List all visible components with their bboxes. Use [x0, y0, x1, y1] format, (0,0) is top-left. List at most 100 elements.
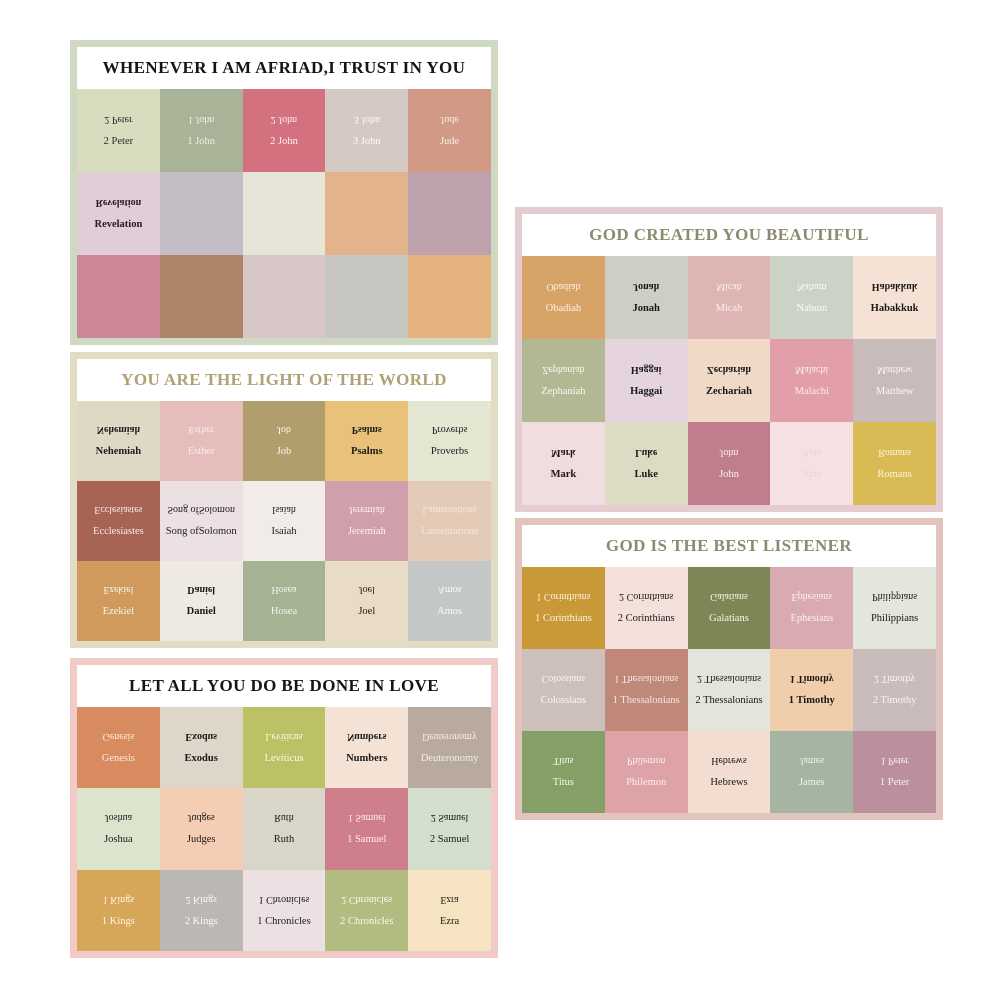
book-cell[interactable]: Deuteronomy Deuteronomy [408, 707, 491, 789]
book-cell[interactable]: Revelation Revelation [77, 172, 160, 255]
color-cell[interactable] [77, 255, 160, 338]
book-cell[interactable]: Genesis Genesis [77, 707, 160, 789]
book-cell[interactable]: Lamentations Lamentations [408, 481, 491, 561]
color-cell[interactable] [159, 255, 243, 338]
book-cell[interactable]: 2 John 2 John [242, 89, 326, 172]
book-cell[interactable]: Job Job [242, 401, 326, 481]
book-label-mirrored: Obadiah [546, 280, 581, 292]
book-cell[interactable]: 2 Timothy 2 Timothy [853, 649, 936, 731]
book-grid: 2 Peter 2 Peter 1 John 1 John 2 John 2 John 3 … [77, 89, 491, 338]
book-label-mirrored: Amos [437, 584, 462, 596]
book-label: Nehemiah [95, 446, 142, 458]
color-cell[interactable] [159, 172, 243, 255]
book-cell[interactable]: 1 John 1 John [159, 89, 243, 172]
book-label-mirrored: Ephesians [791, 591, 833, 603]
book-cell[interactable]: Jude Jude [408, 89, 491, 172]
book-cell[interactable]: Ephesians Ephesians [770, 567, 854, 649]
color-cell[interactable] [242, 172, 326, 255]
book-cell[interactable]: Zechariah Zechariah [687, 339, 771, 422]
book-cell[interactable]: Exodus Exodus [159, 707, 243, 789]
book-label-mirrored: Habakkuk [871, 280, 918, 292]
book-cell[interactable]: Ezra Ezra [408, 869, 491, 951]
book-cell[interactable]: 1 Samuel 1 Samuel [325, 788, 409, 870]
book-cell[interactable]: 1 Peter 1 Peter [853, 731, 936, 813]
color-cell[interactable] [408, 255, 491, 338]
book-cell[interactable]: Ezekiel Ezekiel [77, 561, 160, 641]
book-cell[interactable]: Nehemiah Nehemiah [77, 401, 160, 481]
book-cell[interactable]: 1 Thessalonians 1 Thessalonians [604, 649, 688, 731]
color-cell[interactable] [325, 255, 409, 338]
book-cell[interactable]: James James [770, 731, 854, 813]
book-cell[interactable]: 1 Kings 1 Kings [77, 869, 160, 951]
book-cell[interactable]: Micah Micah [687, 256, 771, 339]
book-cell[interactable]: Ruth Ruth [242, 788, 326, 870]
book-cell[interactable]: Esther Esther [159, 401, 243, 481]
book-label-mirrored: Hosea [271, 584, 297, 596]
book-cell[interactable]: Malachi Malachi [770, 339, 854, 422]
book-cell[interactable]: Ecclesiastes Ecclesiastes [77, 481, 160, 561]
book-label-mirrored: 2 Corinthians [619, 591, 674, 603]
book-cell[interactable]: Habakkuk Habakkuk [853, 256, 936, 339]
book-cell[interactable]: Mark Mark [522, 422, 605, 505]
book-cell[interactable]: Acts Acts [770, 422, 854, 505]
panel-let-all-you-do: LET ALL YOU DO BE DONE IN LOVE Genesis Gen… [70, 658, 498, 958]
color-cell[interactable] [408, 172, 491, 255]
book-cell[interactable]: Zephaniah Zephaniah [522, 339, 605, 422]
book-cell[interactable]: John John [687, 422, 771, 505]
color-cell[interactable] [325, 172, 409, 255]
book-cell[interactable]: Titus Titus [522, 731, 605, 813]
book-cell[interactable]: Hebrews Hebrews [687, 731, 771, 813]
book-cell[interactable]: Matthew Matthew [853, 339, 936, 422]
book-cell[interactable]: Philemon Philemon [604, 731, 688, 813]
book-label-mirrored: 1 Timothy [789, 673, 834, 685]
book-label: Philippians [870, 613, 919, 625]
book-cell[interactable]: Amos Amos [408, 561, 491, 641]
book-cell[interactable]: Leviticus Leviticus [242, 707, 326, 789]
book-cell[interactable]: Nahum Nahum [770, 256, 854, 339]
book-cell[interactable]: 2 Kings 2 Kings [159, 869, 243, 951]
book-label-mirrored: Job [277, 424, 291, 436]
book-cell[interactable]: 2 Corinthians 2 Corinthians [604, 567, 688, 649]
book-label-mirrored: Philippians [872, 591, 918, 603]
book-label: Nahum [796, 302, 828, 314]
book-cell[interactable]: Colossians Colossians [522, 649, 605, 731]
book-label: Colossians [540, 695, 587, 707]
book-cell[interactable]: Romans Romans [853, 422, 936, 505]
book-label-mirrored: 1 Peter [880, 755, 909, 767]
book-label-mirrored: 1 Samuel [348, 812, 386, 824]
book-cell[interactable]: 2 Peter 2 Peter [77, 89, 160, 172]
book-label-mirrored: 2 Samuel [430, 812, 469, 824]
book-cell[interactable]: Proverbs Proverbs [408, 401, 491, 481]
book-cell[interactable]: 2 Thessalonians 2 Thessalonians [687, 649, 771, 731]
book-label-mirrored: Nahum [797, 280, 827, 292]
book-cell[interactable]: 2 Samuel 2 Samuel [408, 788, 491, 870]
book-cell[interactable]: 1 Timothy 1 Timothy [770, 649, 854, 731]
book-cell[interactable]: Judges Judges [159, 788, 243, 870]
book-cell[interactable]: Isaiah Isaiah [242, 481, 326, 561]
book-cell[interactable]: Galatians Galatians [687, 567, 771, 649]
book-label: Titus [552, 777, 574, 789]
book-cell[interactable]: 1 Corinthians 1 Corinthians [522, 567, 605, 649]
book-cell[interactable]: Luke Luke [604, 422, 688, 505]
book-cell[interactable]: Psalms Psalms [325, 401, 409, 481]
book-label-mirrored: 2 Kings [185, 893, 217, 905]
book-cell[interactable]: 3 John 3 John [325, 89, 409, 172]
book-cell[interactable]: 1 Chronicles 1 Chronicles [242, 869, 326, 951]
book-label: 1 Peter [879, 777, 910, 789]
book-cell[interactable]: Joel Joel [325, 561, 409, 641]
book-cell[interactable]: Song ofSolomon Song ofSolomon [159, 481, 243, 561]
color-cell[interactable] [242, 255, 326, 338]
book-cell[interactable]: Joshua Joshua [77, 788, 160, 870]
book-label-mirrored: John [719, 446, 739, 458]
book-cell[interactable]: Philippians Philippians [853, 567, 936, 649]
book-label: Ruth [273, 834, 295, 846]
book-cell[interactable]: Numbers Numbers [325, 707, 409, 789]
book-cell[interactable]: Obadiah Obadiah [522, 256, 605, 339]
book-cell[interactable]: Daniel Daniel [159, 561, 243, 641]
book-cell[interactable]: Jeremiah Jeremiah [325, 481, 409, 561]
book-cell[interactable]: 2 Chronicles 2 Chronicles [325, 869, 409, 951]
panel-god-created-you-beautiful: GOD CREATED YOU BEAUTIFUL Obadiah Obadiah J… [515, 207, 943, 512]
book-cell[interactable]: Jonah Jonah [604, 256, 688, 339]
book-cell[interactable]: Hosea Hosea [242, 561, 326, 641]
book-cell[interactable]: Haggai Haggai [604, 339, 688, 422]
